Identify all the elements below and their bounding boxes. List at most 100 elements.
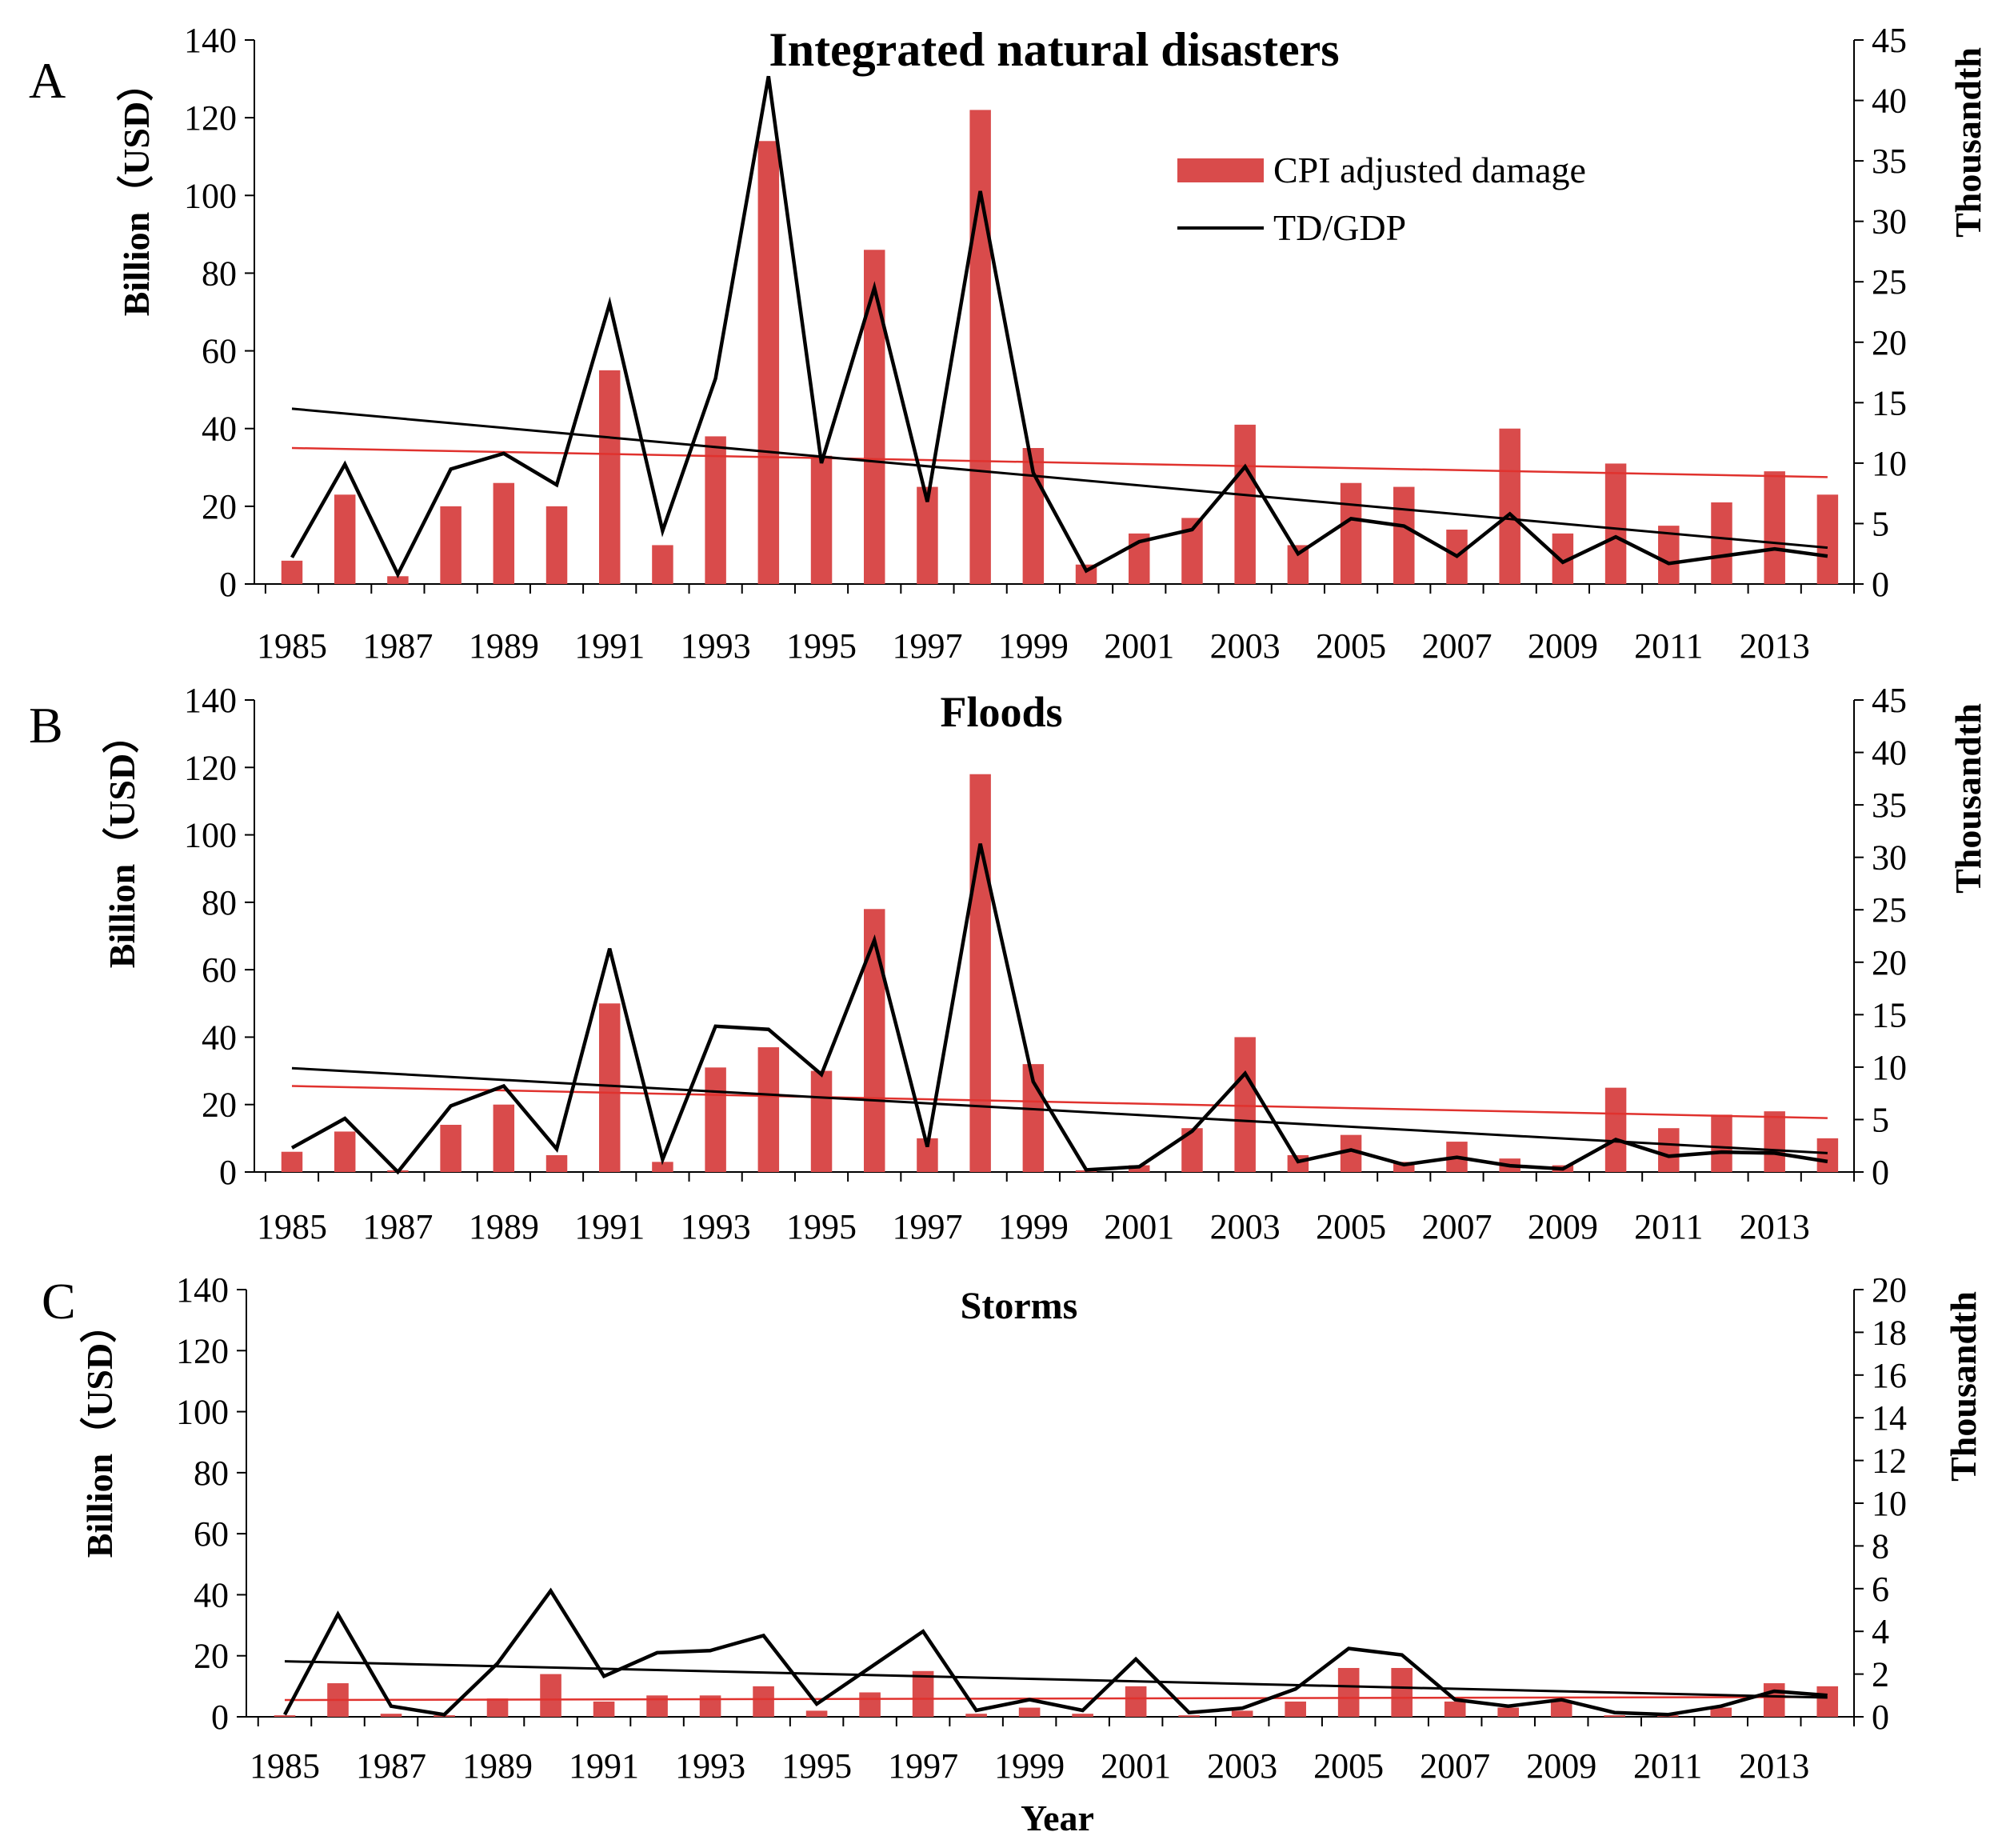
y2-tick-label: 40 bbox=[1872, 82, 1907, 121]
bar bbox=[1129, 1165, 1150, 1172]
bar bbox=[1658, 526, 1680, 584]
y2-tick-label: 16 bbox=[1872, 1356, 1907, 1395]
bar bbox=[810, 455, 833, 584]
y2-tick-label: 45 bbox=[1872, 21, 1907, 60]
chart-title-c: Storms bbox=[961, 1285, 1078, 1327]
bar bbox=[440, 506, 462, 584]
x-tick-label: 1997 bbox=[892, 626, 962, 666]
x-tick-label: 1991 bbox=[574, 626, 645, 666]
y2-tick-label: 0 bbox=[1872, 1153, 1889, 1192]
x-tick-label: 2001 bbox=[1104, 626, 1174, 666]
y2-tick-label: 2 bbox=[1872, 1655, 1889, 1694]
x-tick-label: 2009 bbox=[1528, 1207, 1598, 1246]
bar bbox=[493, 1104, 515, 1172]
bar bbox=[334, 494, 356, 584]
bar bbox=[863, 250, 885, 584]
y2-axis-label-a: Thousandth bbox=[1948, 47, 1988, 238]
bar bbox=[1497, 1707, 1519, 1717]
bar bbox=[1391, 1667, 1413, 1717]
x-tick-label: 2011 bbox=[1634, 626, 1703, 666]
tdgdp-trend-line bbox=[284, 1660, 1828, 1699]
bar bbox=[540, 1674, 561, 1717]
x-tick-label: 1993 bbox=[681, 1207, 751, 1246]
bar bbox=[1816, 1138, 1839, 1172]
x-tick-label: 1991 bbox=[574, 1207, 645, 1246]
x-tick-label: 2005 bbox=[1313, 1746, 1384, 1786]
bar bbox=[1234, 1037, 1256, 1172]
y-tick-label: 20 bbox=[194, 1637, 229, 1676]
y-tick-label: 0 bbox=[219, 565, 237, 604]
bar bbox=[1072, 1714, 1093, 1717]
y2-tick-label: 4 bbox=[1872, 1612, 1889, 1651]
bar bbox=[1285, 1701, 1306, 1717]
x-tick-label: 1995 bbox=[781, 1746, 852, 1786]
y2-tick-label: 10 bbox=[1872, 444, 1907, 483]
bar bbox=[705, 1067, 726, 1172]
bar bbox=[1764, 471, 1785, 584]
damage-trend-line bbox=[291, 446, 1828, 478]
bar bbox=[1499, 428, 1520, 584]
x-tick-label: 1985 bbox=[257, 626, 327, 666]
bar bbox=[859, 1692, 881, 1717]
bar bbox=[969, 774, 991, 1172]
x-tick-label: 2011 bbox=[1634, 1207, 1703, 1246]
y2-tick-label: 25 bbox=[1872, 262, 1907, 302]
bar bbox=[1234, 424, 1256, 584]
bar bbox=[652, 545, 673, 584]
y2-tick-label: 5 bbox=[1872, 1100, 1889, 1139]
y2-tick-label: 8 bbox=[1872, 1526, 1889, 1566]
chart-title-b: Floods bbox=[940, 688, 1062, 736]
x-tick-label: 2009 bbox=[1526, 1746, 1596, 1786]
y2-tick-label: 30 bbox=[1872, 202, 1907, 242]
y2-tick-label: 20 bbox=[1872, 943, 1907, 982]
x-tick-label: 1987 bbox=[362, 1207, 433, 1246]
bar bbox=[917, 486, 938, 584]
bar bbox=[1604, 1715, 1626, 1717]
y-tick-label: 140 bbox=[184, 681, 237, 720]
bar bbox=[652, 1162, 673, 1172]
y2-tick-label: 6 bbox=[1872, 1570, 1889, 1609]
bar bbox=[1604, 463, 1627, 584]
bar bbox=[545, 506, 568, 584]
y2-tick-label: 15 bbox=[1872, 383, 1907, 422]
x-tick-label: 1987 bbox=[356, 1746, 426, 1786]
y-tick-label: 40 bbox=[202, 410, 237, 449]
damage-trend-line bbox=[291, 1085, 1828, 1119]
y2-tick-label: 20 bbox=[1872, 1270, 1907, 1310]
damage-trend-line bbox=[284, 1695, 1828, 1702]
y-tick-label: 140 bbox=[176, 1270, 229, 1310]
x-tick-label: 2009 bbox=[1528, 626, 1598, 666]
bar bbox=[1710, 1707, 1732, 1717]
x-tick-label: 1997 bbox=[888, 1746, 958, 1786]
x-tick-label: 1993 bbox=[681, 626, 751, 666]
x-tick-label: 1989 bbox=[469, 1207, 539, 1246]
bar bbox=[493, 482, 515, 584]
bar bbox=[274, 1715, 296, 1717]
bar bbox=[1763, 1683, 1785, 1717]
bar bbox=[598, 1003, 621, 1172]
y-tick-label: 60 bbox=[202, 950, 237, 990]
bar bbox=[1816, 1686, 1839, 1717]
legend-label-tdgdp: TD/GDP bbox=[1273, 207, 1406, 248]
panel-letter-b: B bbox=[29, 697, 63, 754]
y-axis-label-b: Billion（USD） bbox=[102, 717, 142, 968]
bar bbox=[965, 1714, 987, 1717]
x-tick-label: 2013 bbox=[1740, 626, 1810, 666]
y-tick-label: 0 bbox=[219, 1153, 237, 1192]
y2-tick-label: 40 bbox=[1872, 734, 1907, 773]
y-tick-label: 60 bbox=[202, 332, 237, 371]
bar bbox=[810, 1070, 833, 1172]
y2-axis-label-c: Thousandth bbox=[1943, 1291, 1984, 1482]
y2-tick-label: 45 bbox=[1872, 681, 1907, 720]
x-tick-label: 2011 bbox=[1633, 1746, 1702, 1786]
y2-tick-label: 35 bbox=[1872, 786, 1907, 825]
x-tick-label: 2005 bbox=[1316, 626, 1386, 666]
bar bbox=[440, 1125, 462, 1172]
x-tick-label: 1991 bbox=[569, 1746, 639, 1786]
bar bbox=[757, 141, 780, 585]
tdgdp-trend-line bbox=[291, 407, 1828, 550]
x-tick-label: 2003 bbox=[1210, 626, 1281, 666]
y-axis-label-c: Billion（USD） bbox=[79, 1306, 120, 1558]
y-tick-label: 120 bbox=[184, 98, 237, 138]
y2-tick-label: 35 bbox=[1872, 142, 1907, 181]
